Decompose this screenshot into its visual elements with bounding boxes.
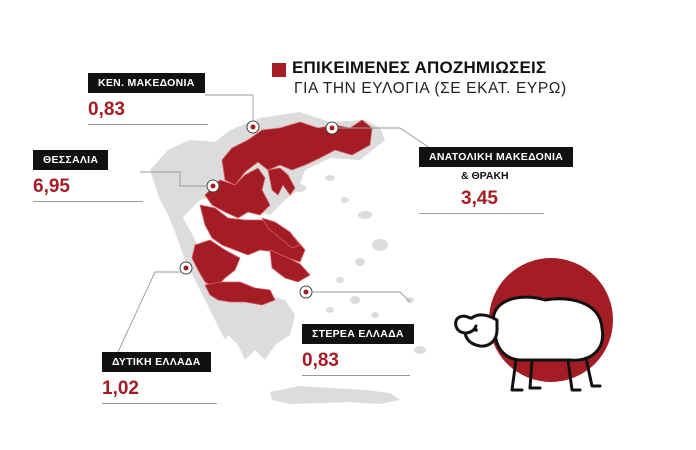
region-divider — [302, 375, 410, 376]
region-divider — [88, 124, 208, 125]
region-value: 3,45 — [461, 188, 498, 209]
location-marker-icon — [206, 179, 220, 193]
region-name: ΔΥΤΙΚΗ ΕΛΛΑΔΑ — [102, 352, 211, 372]
location-marker-icon — [299, 285, 313, 299]
leader-lines — [117, 94, 431, 353]
map-crete — [270, 386, 400, 404]
region-name: ΘΕΣΣΑΛΙΑ — [33, 150, 109, 170]
region-shape-chalkidiki — [267, 167, 296, 196]
location-marker-icon — [246, 120, 260, 134]
location-marker-icon — [325, 121, 339, 135]
region-card-sterea-ellada: ΣΤΕΡΕΑ ΕΛΛΑΔΑ 0,83 — [302, 324, 414, 376]
region-shape-peloponnese-north — [204, 281, 276, 306]
map-land-west — [150, 170, 232, 340]
region-shape-euboea — [261, 217, 301, 249]
region-shape-west-greece — [191, 239, 241, 289]
map-affected-regions — [191, 119, 373, 306]
region-value: 0,83 — [88, 99, 125, 120]
sheep-icon — [454, 295, 605, 392]
region-name: ΣΤΕΡΕΑ ΕΛΛΑΔΑ — [302, 324, 414, 344]
region-value: 6,95 — [33, 176, 70, 197]
title-text: ΕΠΙΚΕΙΜΕΝΕΣ ΑΠΟΖΗΜΙΩΣΕΙΣ — [292, 58, 547, 77]
region-name: ΚΕΝ. ΜΑΚΕΔΟΝΙΑ — [88, 73, 205, 93]
location-marker-icon — [179, 261, 193, 275]
region-divider — [419, 213, 544, 214]
subtitle-text: ΓΙΑ ΤΗΝ ΕΥΛΟΓΙΑ (ΣΕ ΕΚΑΤ. ΕΥΡΩ) — [294, 80, 567, 97]
region-card-kentriki-makedonia: ΚΕΝ. ΜΑΚΕΔΟΝΙΑ 0,83 — [88, 73, 208, 125]
region-value: 0,83 — [302, 350, 339, 371]
region-card-dytiki-ellada: ΔΥΤΙΚΗ ΕΛΛΑΔΑ 1,02 — [102, 352, 217, 404]
title-marker — [272, 63, 286, 77]
location-markers — [179, 120, 339, 299]
region-shape-attica — [269, 249, 311, 283]
region-value: 1,02 — [102, 378, 139, 399]
region-shape-macedonia-thrace — [221, 119, 373, 186]
region-shape-sterea-west — [199, 204, 306, 263]
region-shape-thessaly-central — [204, 167, 271, 219]
region-card-thessalia: ΘΕΣΣΑΛΙΑ 6,95 — [33, 150, 143, 202]
region-divider — [33, 201, 143, 202]
map-peloponnese — [215, 290, 295, 360]
region-card-anatoliki-makedonia: ΑΝΑΤΟΛΙΚΗ ΜΑΚΕΔΟΝΙΑ & ΘΡΑΚΗ 3,45 — [419, 147, 574, 214]
region-name: ΑΝΑΤΟΛΙΚΗ ΜΑΚΕΔΟΝΙΑ — [419, 147, 574, 167]
region-name-line2: & ΘΡΑΚΗ — [461, 170, 509, 182]
region-divider — [102, 403, 217, 404]
